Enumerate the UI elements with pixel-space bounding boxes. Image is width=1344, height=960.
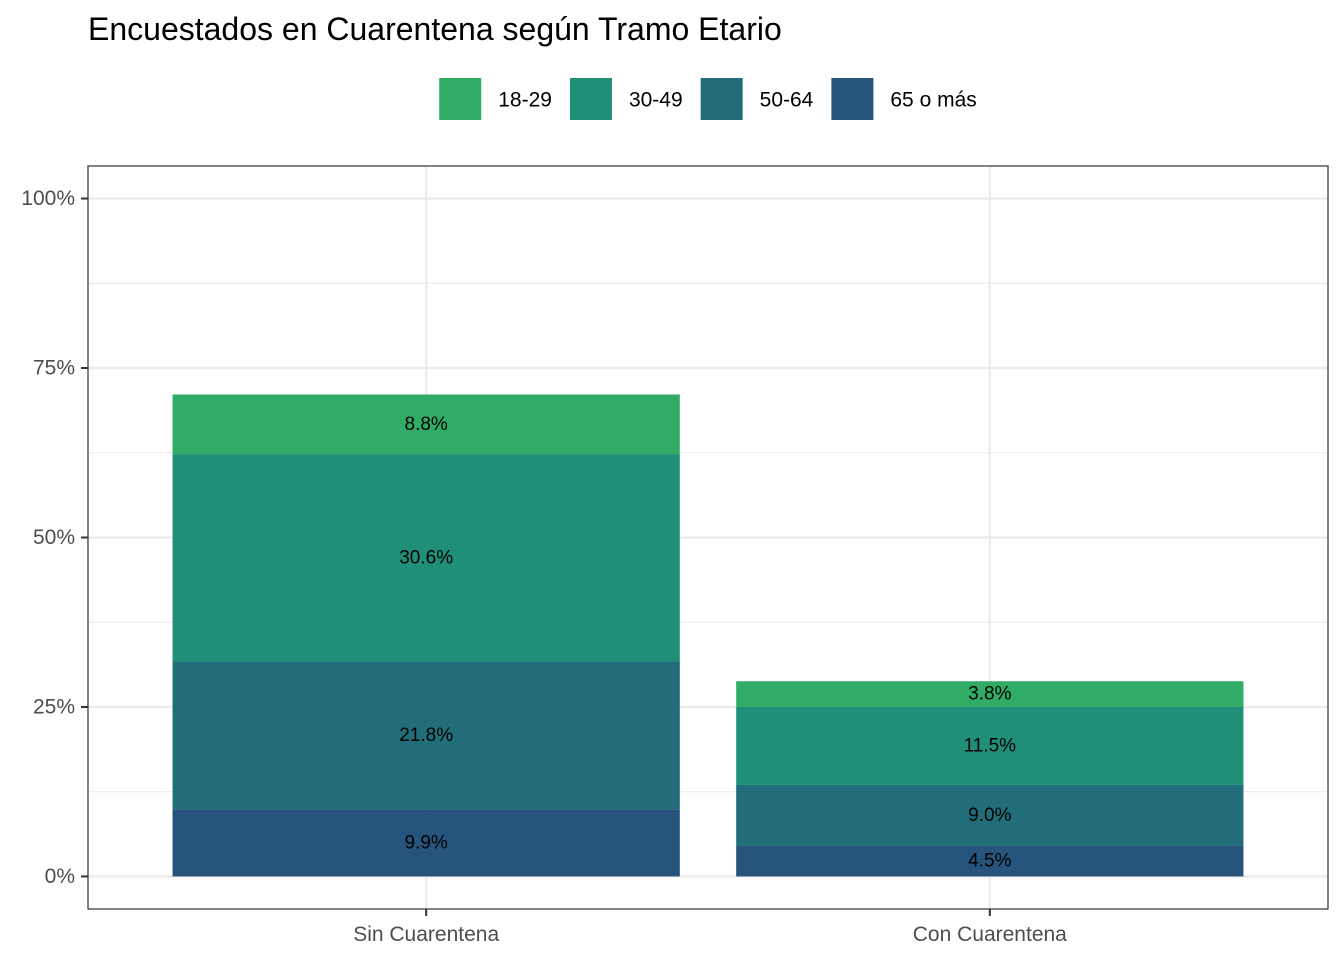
legend-item: 30-49 <box>569 78 683 120</box>
bars <box>172 394 1244 877</box>
y-tick-label: 25% <box>33 695 75 718</box>
bar-labels: 9.9% 21.8% 30.6% 8.8% 4.5% 9.0% 11.5% 3.8% <box>399 414 1016 872</box>
bar-segment <box>172 661 680 810</box>
legend-item: 18-29 <box>439 78 552 120</box>
data-label: 4.5% <box>968 851 1011 872</box>
data-label: 11.5% <box>964 735 1017 756</box>
x-axis: Sin Cuarentena Con Cuarentena <box>353 909 1067 946</box>
data-label: 8.8% <box>405 414 448 435</box>
data-label: 9.9% <box>405 832 448 853</box>
data-label: 3.8% <box>968 684 1011 705</box>
data-label: 9.0% <box>968 805 1011 826</box>
bar-segment <box>172 394 680 455</box>
bar-segment <box>172 454 680 662</box>
y-tick-label: 0% <box>45 865 75 888</box>
data-label: 30.6% <box>399 547 453 568</box>
y-axis: 0% 25% 50% 75% 100% <box>21 187 88 888</box>
y-tick-label: 75% <box>33 357 75 380</box>
bar-segment <box>736 845 1244 877</box>
x-tick-label: Sin Cuarentena <box>353 923 499 946</box>
bar-segment <box>172 809 680 877</box>
y-tick-label: 50% <box>33 526 75 549</box>
chart-title: Encuestados en Cuarentena según Tramo Et… <box>88 11 782 47</box>
legend-item: 65 o más <box>831 78 977 120</box>
legend-label: 65 o más <box>890 89 976 112</box>
legend-label: 30-49 <box>629 89 683 112</box>
legend-label: 18-29 <box>498 89 552 112</box>
legend: 18-29 30-49 50-64 65 o más <box>439 78 977 120</box>
legend-swatch <box>700 78 743 120</box>
legend-swatch <box>439 78 482 120</box>
bar-segment <box>736 784 1244 846</box>
plot-area: 9.9% 21.8% 30.6% 8.8% 4.5% 9.0% 11.5% 3.8% <box>87 165 1329 910</box>
bar-segment <box>736 681 1244 707</box>
legend-swatch <box>831 78 874 120</box>
bar-segment <box>736 706 1244 785</box>
y-tick-label: 100% <box>21 187 75 210</box>
legend-swatch <box>569 78 612 120</box>
data-label: 21.8% <box>399 725 453 746</box>
x-tick-label: Con Cuarentena <box>913 923 1067 946</box>
legend-item: 50-64 <box>700 78 814 120</box>
legend-label: 50-64 <box>760 89 814 112</box>
